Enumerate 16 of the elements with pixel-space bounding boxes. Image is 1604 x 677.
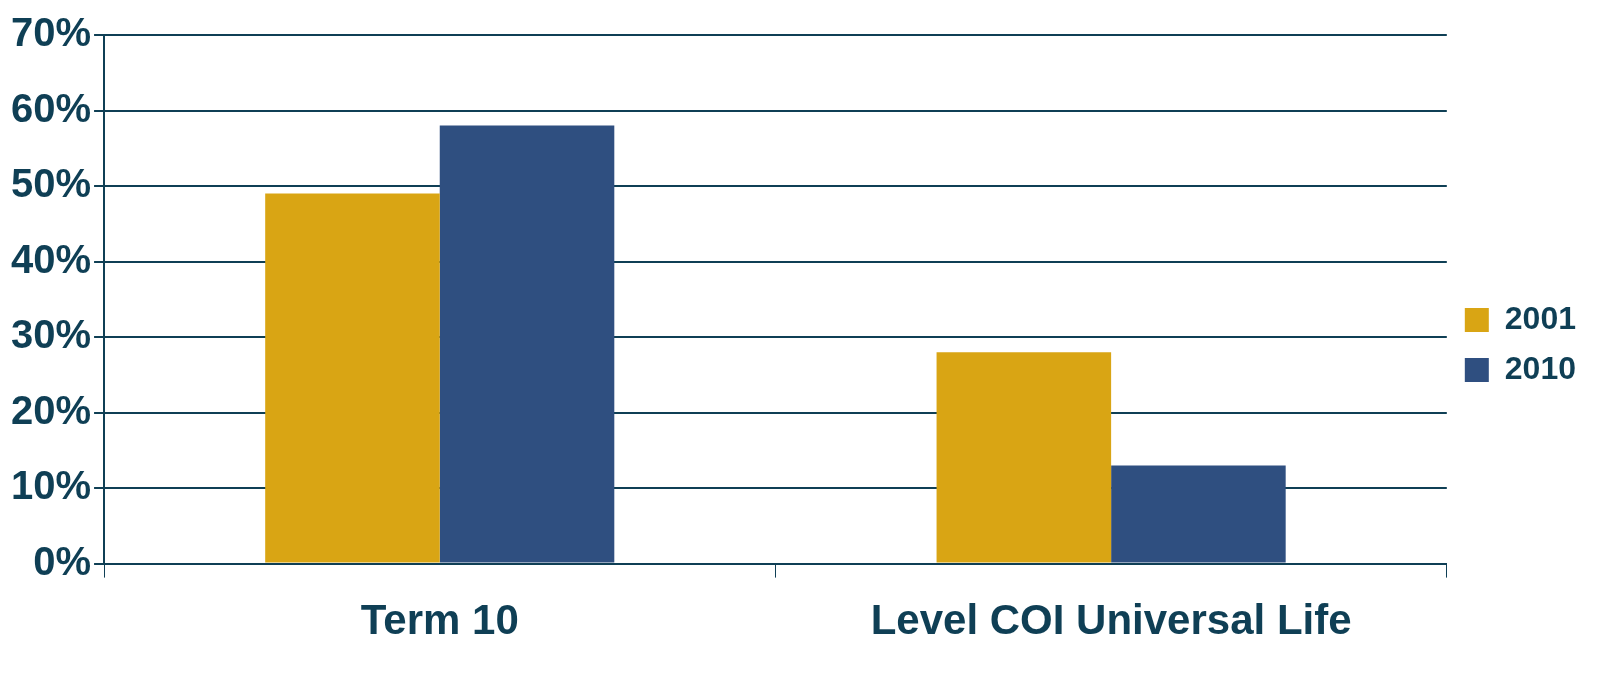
y-tick-label: 30% — [11, 312, 92, 357]
y-tick-label: 70% — [11, 10, 92, 55]
y-tick-label: 40% — [11, 236, 92, 281]
legend-label: 2010 — [1504, 349, 1576, 386]
bar — [439, 125, 615, 563]
y-tick-label: 60% — [11, 85, 92, 130]
legend-label: 2001 — [1504, 299, 1576, 336]
y-tick-label: 50% — [11, 161, 92, 206]
x-tick-label: Term 10 — [360, 596, 519, 644]
y-tick-label: 0% — [33, 538, 92, 583]
bar — [265, 193, 440, 563]
y-tick-label: 10% — [11, 463, 92, 508]
x-tick-label: Level COI Universal Life — [870, 596, 1352, 644]
y-tick-label: 20% — [11, 387, 92, 432]
bar — [1111, 465, 1286, 563]
bar — [936, 352, 1112, 563]
